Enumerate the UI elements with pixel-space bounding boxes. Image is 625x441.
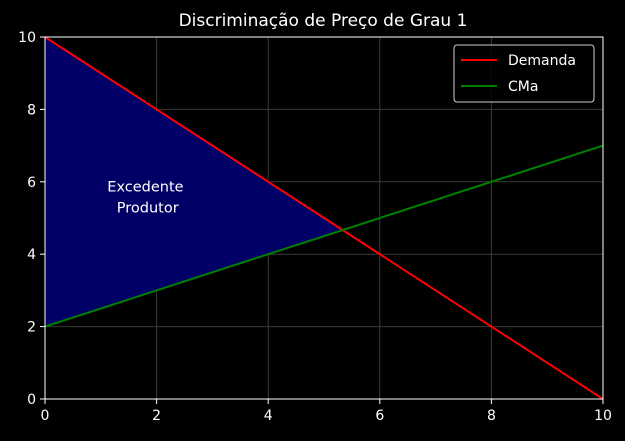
series-layer [44,36,604,400]
surplus-region [45,37,343,327]
x-tick-label-4: 8 [487,408,496,424]
y-tick-label-0: 0 [27,392,36,408]
x-tick-label-2: 4 [264,408,273,424]
axes-frame [44,36,604,400]
axes [44,36,604,400]
annotation-line-0: Excedente [107,180,183,196]
x-tick-label-3: 6 [375,408,384,424]
y-tick-label-5: 10 [18,30,36,46]
fill-layer [45,37,343,327]
y-tick-label-3: 6 [27,175,36,191]
annotation-text: Excedente Produtor [107,180,183,217]
ticks: 0 2 4 6 8 10 0 2 4 6 8 10 [18,30,612,424]
annotation: Excedente Produtor [107,180,183,217]
legend-label-demanda: Demanda [508,53,576,69]
y-tick-label-2: 4 [27,247,36,263]
series-line-cma [44,144,604,328]
y-tick-label-4: 8 [27,102,36,118]
y-tick-label-1: 2 [27,320,36,336]
x-tick-label-0: 0 [41,408,50,424]
x-tick-label-1: 2 [152,408,161,424]
annotation-line-1: Produtor [112,201,179,217]
x-tick-label-5: 10 [594,408,612,424]
legend-label-cma: CMa [508,79,538,95]
series-line-demanda [44,36,604,400]
chart-title: Discriminação de Preço de Grau 1 [179,11,468,31]
legend: Demanda CMa [453,44,595,103]
